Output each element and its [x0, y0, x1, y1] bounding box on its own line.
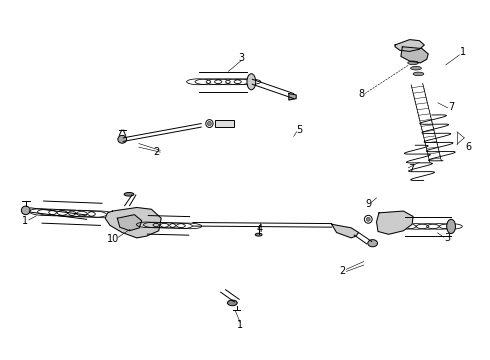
Text: 9: 9	[365, 199, 371, 208]
Text: 7: 7	[448, 102, 454, 112]
Polygon shape	[117, 215, 142, 231]
Ellipse shape	[124, 193, 134, 196]
Text: 7: 7	[409, 163, 415, 174]
Text: 1: 1	[22, 216, 28, 226]
Ellipse shape	[367, 217, 370, 221]
Polygon shape	[105, 207, 161, 238]
Polygon shape	[289, 94, 296, 100]
Bar	[215, 120, 234, 127]
Ellipse shape	[413, 72, 424, 76]
Text: 6: 6	[465, 142, 471, 152]
Text: 2: 2	[153, 147, 159, 157]
Text: 10: 10	[107, 234, 120, 244]
Ellipse shape	[255, 233, 262, 236]
Text: 3: 3	[238, 53, 244, 63]
Polygon shape	[376, 211, 413, 234]
Ellipse shape	[22, 206, 30, 215]
Text: 5: 5	[296, 125, 303, 135]
Polygon shape	[332, 224, 359, 238]
Ellipse shape	[408, 61, 418, 64]
Text: 1: 1	[237, 320, 243, 330]
Ellipse shape	[207, 121, 211, 126]
Ellipse shape	[227, 300, 237, 306]
Text: 2: 2	[339, 266, 345, 276]
Text: 4: 4	[257, 224, 263, 234]
Polygon shape	[401, 47, 428, 63]
Text: 8: 8	[358, 89, 364, 99]
Polygon shape	[395, 40, 424, 51]
Text: 1: 1	[460, 47, 466, 57]
Ellipse shape	[247, 74, 256, 90]
Ellipse shape	[118, 135, 126, 143]
Ellipse shape	[447, 219, 456, 234]
Ellipse shape	[368, 240, 377, 247]
Ellipse shape	[411, 66, 421, 70]
Text: 3: 3	[444, 233, 451, 243]
